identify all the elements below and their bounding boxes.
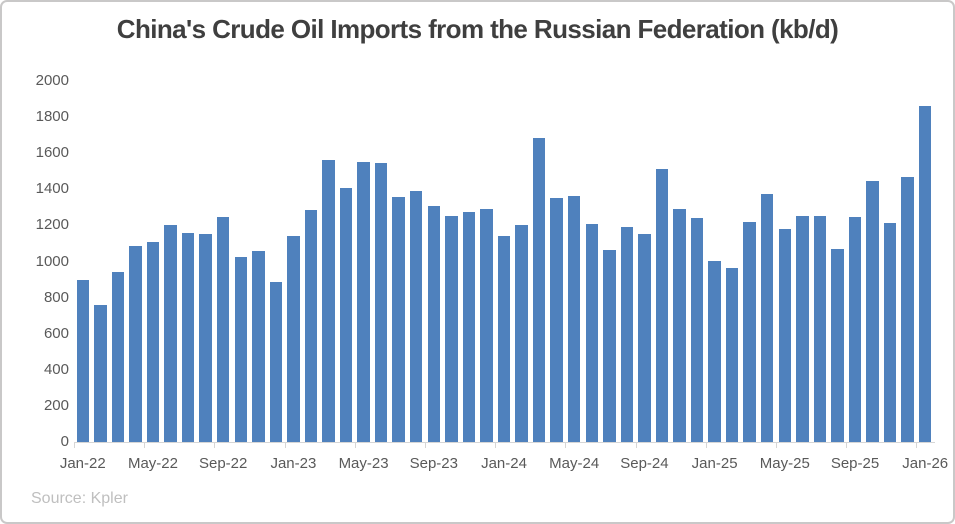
- bar-May-23: [357, 162, 370, 442]
- x-tick-label: Sep-23: [409, 455, 458, 472]
- bar-Mar-25: [743, 221, 756, 442]
- x-tick-label: Sep-24: [620, 455, 669, 472]
- x-tick-label: Sep-25: [830, 455, 880, 472]
- x-tick-label: May-22: [127, 455, 178, 472]
- chart-title: China's Crude Oil Imports from the Russi…: [116, 14, 839, 44]
- bar-Jun-25: [796, 216, 809, 442]
- x-tick-mark: [916, 443, 918, 448]
- bar-Nov-25: [883, 222, 897, 442]
- y-tick-label: 200: [43, 396, 69, 414]
- bar-Aug-24: [620, 227, 634, 442]
- bar-Jul-23: [392, 196, 405, 442]
- x-tick-mark: [705, 443, 707, 448]
- bar-Jun-22: [164, 224, 177, 442]
- bar-Feb-22: [94, 304, 107, 442]
- bar-May-22: [146, 241, 160, 442]
- bar-Aug-25: [831, 248, 844, 442]
- x-tick-mark: [495, 443, 497, 448]
- x-tick-label: May-24: [549, 455, 600, 472]
- bar-Apr-23: [339, 187, 353, 442]
- bar-Jul-25: [813, 216, 827, 442]
- bar-Oct-22: [234, 257, 247, 442]
- y-tick-label: 2000: [35, 72, 69, 89]
- x-tick-label: Sep-22: [198, 455, 248, 472]
- bar-Apr-25: [761, 193, 774, 442]
- bar-Sep-22: [216, 217, 230, 442]
- bar-Dec-25: [901, 176, 914, 442]
- y-tick-label: 1200: [35, 216, 69, 234]
- x-tick-label: Jan-23: [270, 455, 317, 472]
- bar-Jan-22: [76, 279, 89, 442]
- bar-Dec-24: [690, 218, 704, 442]
- bar-Jan-24: [497, 236, 511, 442]
- x-tick-mark: [74, 443, 75, 448]
- bar-Jan-25: [708, 260, 721, 442]
- bar-Jul-22: [181, 232, 195, 442]
- bar-Feb-23: [304, 210, 318, 442]
- x-tick-mark: [144, 443, 146, 448]
- bar-Nov-22: [252, 250, 265, 442]
- bar-Mar-24: [532, 137, 546, 442]
- bar-Jun-24: [585, 223, 598, 442]
- bar-Feb-24: [515, 225, 528, 442]
- bar-Feb-25: [725, 267, 739, 442]
- bar-Sep-25: [848, 217, 862, 442]
- y-tick-label: 800: [43, 288, 69, 306]
- y-tick-label: 0: [60, 433, 69, 450]
- x-tick-mark: [635, 443, 637, 448]
- y-tick-label: 600: [43, 324, 69, 342]
- x-tick-label: Jan-24: [481, 455, 527, 472]
- bar-Jun-23: [374, 163, 388, 442]
- x-tick-label: Jan-26: [902, 455, 949, 472]
- x-tick-mark: [565, 443, 567, 448]
- y-tick-label: 400: [43, 360, 69, 378]
- bar-Mar-23: [322, 159, 335, 442]
- bar-May-24: [567, 195, 581, 442]
- x-tick-mark: [354, 443, 356, 448]
- bar-Oct-23: [445, 216, 458, 442]
- y-tick-label: 1000: [35, 252, 69, 270]
- x-tick-mark: [425, 443, 427, 448]
- source-note: Source: Kpler: [31, 490, 128, 507]
- bar-Mar-22: [111, 272, 125, 442]
- x-tick-mark: [776, 443, 778, 448]
- x-tick-label: May-23: [338, 455, 389, 472]
- bar-Dec-22: [269, 282, 283, 442]
- y-tick-label: 1400: [35, 180, 69, 198]
- bar-Jan-23: [287, 236, 300, 442]
- x-tick-mark: [214, 443, 216, 448]
- bar-Sep-23: [427, 206, 441, 442]
- bar-Aug-22: [199, 234, 212, 442]
- x-tick-label: Jan-25: [691, 455, 738, 472]
- bar-Oct-25: [866, 181, 879, 442]
- x-tick-mark: [846, 443, 848, 448]
- x-tick-label: Jan-22: [59, 455, 106, 472]
- bar-Oct-24: [655, 169, 669, 442]
- x-axis-line: [74, 442, 935, 443]
- y-tick-label: 1800: [35, 108, 69, 126]
- y-tick-label: 1600: [35, 144, 69, 162]
- x-tick-mark: [284, 443, 286, 448]
- bar-Nov-23: [462, 211, 476, 442]
- bar-Apr-22: [129, 246, 142, 442]
- bar-May-25: [778, 229, 792, 442]
- plot-area: [74, 81, 934, 442]
- bar-Sep-24: [638, 233, 651, 442]
- bar-Jul-24: [603, 249, 616, 442]
- x-tick-label: May-25: [759, 455, 810, 472]
- bar-Aug-23: [410, 191, 423, 442]
- bar-Nov-24: [673, 209, 686, 442]
- bar-Jan-26: [918, 106, 932, 442]
- bar-Dec-23: [480, 209, 493, 442]
- bar-Apr-24: [550, 198, 563, 442]
